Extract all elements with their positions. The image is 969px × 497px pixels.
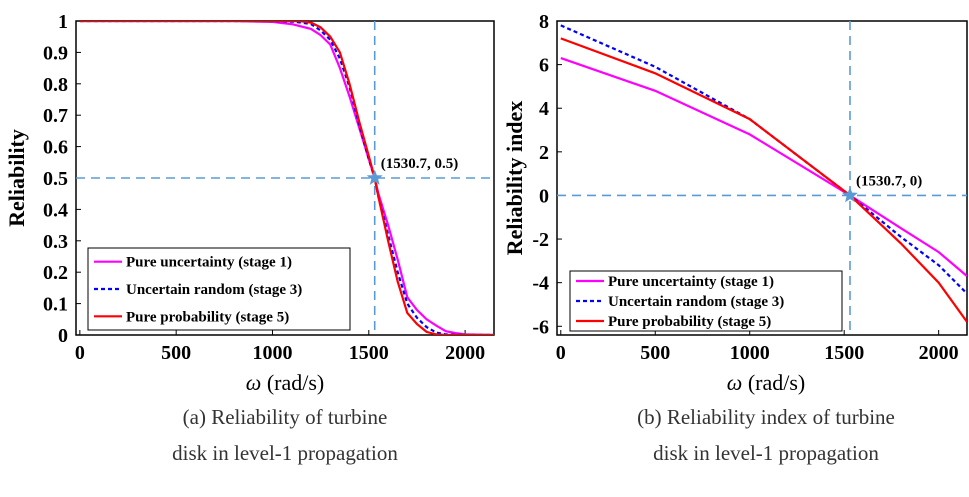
legend-box — [569, 270, 843, 332]
xlabel-unit-b: (rad/s) — [742, 370, 805, 395]
y-tick-label: 2 — [539, 142, 549, 164]
y-tick-label: 0.3 — [43, 231, 68, 253]
legend: Pure uncertainty (stage 1) Uncertain rand… — [569, 270, 843, 332]
x-tick-label: 1500 — [349, 342, 389, 364]
chart-marks-a: 0 500 1000 1500 2000 0 0.1 0.2 0.3 0.4 0.5 0.6 0.7 0.… — [43, 11, 494, 364]
y-tick-label: 6 — [539, 55, 549, 77]
legend-label: Pure probability (stage 5) — [608, 314, 771, 330]
xlabel-symbol-a: ω — [246, 370, 262, 395]
y-tick-label: -2 — [532, 229, 549, 251]
series-line — [560, 24, 967, 295]
legend: Pure uncertainty (stage 1) Uncertain rand… — [87, 247, 351, 331]
y-tick-label: 1 — [58, 11, 68, 33]
ylabel-a: Reliability — [4, 129, 29, 227]
x-tick-label: 0 — [556, 342, 566, 364]
y-tick-label: 0.2 — [43, 262, 68, 284]
panel-b: 0 500 1000 1500 2000 -6 -4 -2 0 2 4 6 8 (1530.7, 0) Pu… — [502, 11, 968, 465]
legend-label: Pure uncertainty (stage 1) — [126, 255, 292, 271]
y-tick-label: 0.8 — [43, 74, 68, 96]
y-tick-label: 4 — [539, 98, 549, 120]
reference-point — [841, 187, 858, 203]
caption-b-line2: disk in level-1 propagation — [653, 441, 879, 465]
reference-point — [366, 169, 383, 185]
y-tick-label: 0.1 — [43, 294, 68, 316]
caption-a-line2: disk in level-1 propagation — [172, 441, 398, 465]
y-tick-label: 8 — [539, 11, 549, 33]
x-tick-label: 1000 — [252, 342, 292, 364]
y-tick-label: 0.9 — [43, 42, 68, 64]
ylabel-b: Reliability index — [502, 101, 527, 256]
xlabel-unit-a: (rad/s) — [261, 370, 324, 395]
y-tick-label: -4 — [532, 273, 549, 295]
x-tick-label: 1500 — [824, 342, 864, 364]
caption-b-line1: (b) Reliability index of turbine — [637, 405, 895, 429]
caption-a-line1: (a) Reliability of turbine — [183, 405, 388, 429]
x-tick-label: 1000 — [730, 342, 770, 364]
x-tick-label: 0 — [75, 342, 85, 364]
reference-label: (1530.7, 0.5) — [381, 156, 459, 172]
legend-label: Pure probability (stage 5) — [126, 309, 289, 325]
legend-box — [87, 247, 351, 331]
x-tick-label: 500 — [161, 342, 191, 364]
panel-a: 0 500 1000 1500 2000 0 0.1 0.2 0.3 0.4 0.5 0.6 0.7 0.… — [4, 11, 495, 465]
xlabel-b: ω (rad/s) — [727, 370, 805, 395]
y-tick-label: -6 — [532, 316, 549, 338]
series-line — [560, 57, 967, 277]
y-tick-label: 0.6 — [43, 137, 68, 159]
x-tick-label: 500 — [640, 342, 670, 364]
x-tick-label: 2000 — [445, 342, 485, 364]
y-tick-label: 0.4 — [43, 199, 68, 221]
y-tick-label: 0.5 — [43, 168, 68, 190]
reference-label: (1530.7, 0) — [856, 173, 922, 189]
y-tick-label: 0.7 — [43, 105, 68, 127]
xlabel-a: ω (rad/s) — [246, 370, 324, 395]
legend-label: Uncertain random (stage 3) — [126, 282, 302, 298]
series-line — [79, 21, 494, 335]
plot-area-b — [556, 20, 968, 336]
xlabel-symbol-b: ω — [727, 370, 743, 395]
legend-label: Pure uncertainty (stage 1) — [608, 274, 774, 290]
x-tick-label: 2000 — [919, 342, 959, 364]
y-tick-label: 0 — [58, 325, 68, 347]
y-tick-label: 0 — [539, 185, 549, 207]
chart-marks-b: 0 500 1000 1500 2000 -6 -4 -2 0 2 4 6 8 (1530.7, 0) Pu… — [532, 11, 967, 364]
legend-label: Uncertain random (stage 3) — [608, 294, 784, 310]
